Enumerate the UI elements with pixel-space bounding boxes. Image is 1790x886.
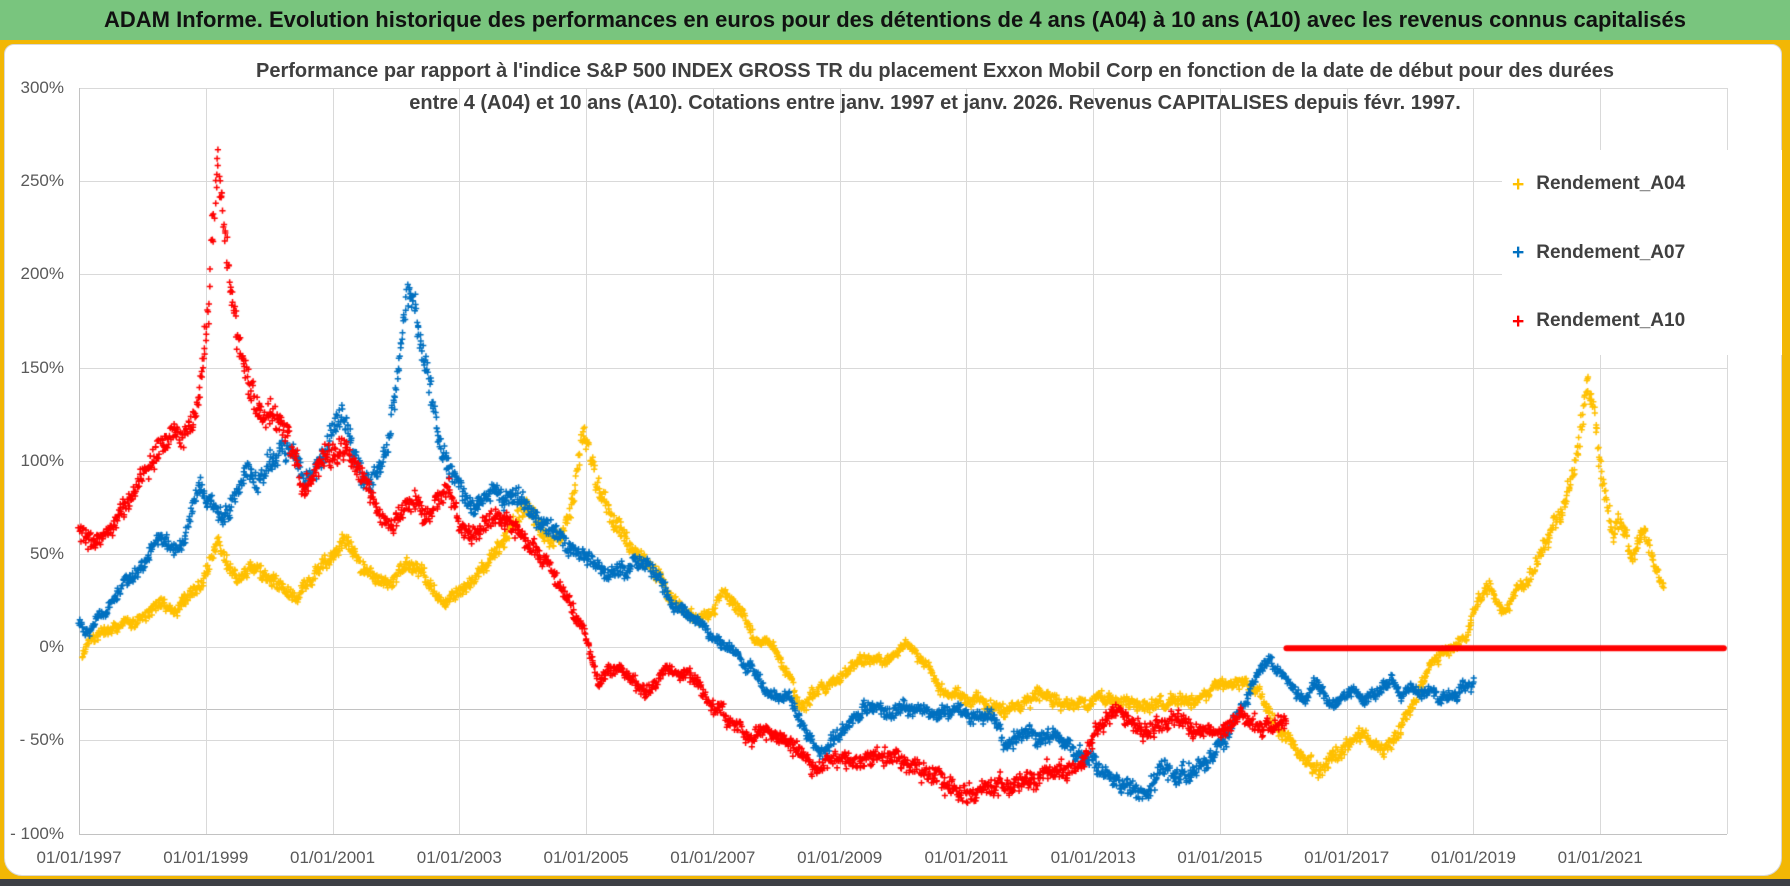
plus-marker-icon: + xyxy=(1512,241,1525,264)
chart-title-line2: entre 4 (A04) et 10 ans (A10). Cotations… xyxy=(409,92,1461,114)
legend-label-a04: Rendement_A04 xyxy=(1536,173,1686,194)
plus-marker-icon: + xyxy=(1512,309,1525,333)
chart-title-line1: Performance par rapport à l'indice S&P 5… xyxy=(256,60,1614,82)
legend-item-a07[interactable]: + Rendement_A07 xyxy=(1502,225,1782,281)
window-bottom-edge xyxy=(0,879,1790,886)
header-bar: ADAM Informe. Evolution historique des p… xyxy=(0,0,1790,40)
header-title: ADAM Informe. Evolution historique des p… xyxy=(103,7,1686,32)
legend[interactable]: + Rendement_A04 + Rendement_A07 + Rendem… xyxy=(1502,150,1782,355)
legend-item-a04[interactable]: + Rendement_A04 xyxy=(1502,156,1782,212)
legend-item-a10[interactable]: + Rendement_A10 xyxy=(1502,293,1782,349)
legend-label-a10: Rendement_A10 xyxy=(1536,310,1686,331)
plus-marker-icon: + xyxy=(1512,172,1525,196)
legend-label-a07: Rendement_A07 xyxy=(1536,241,1686,263)
